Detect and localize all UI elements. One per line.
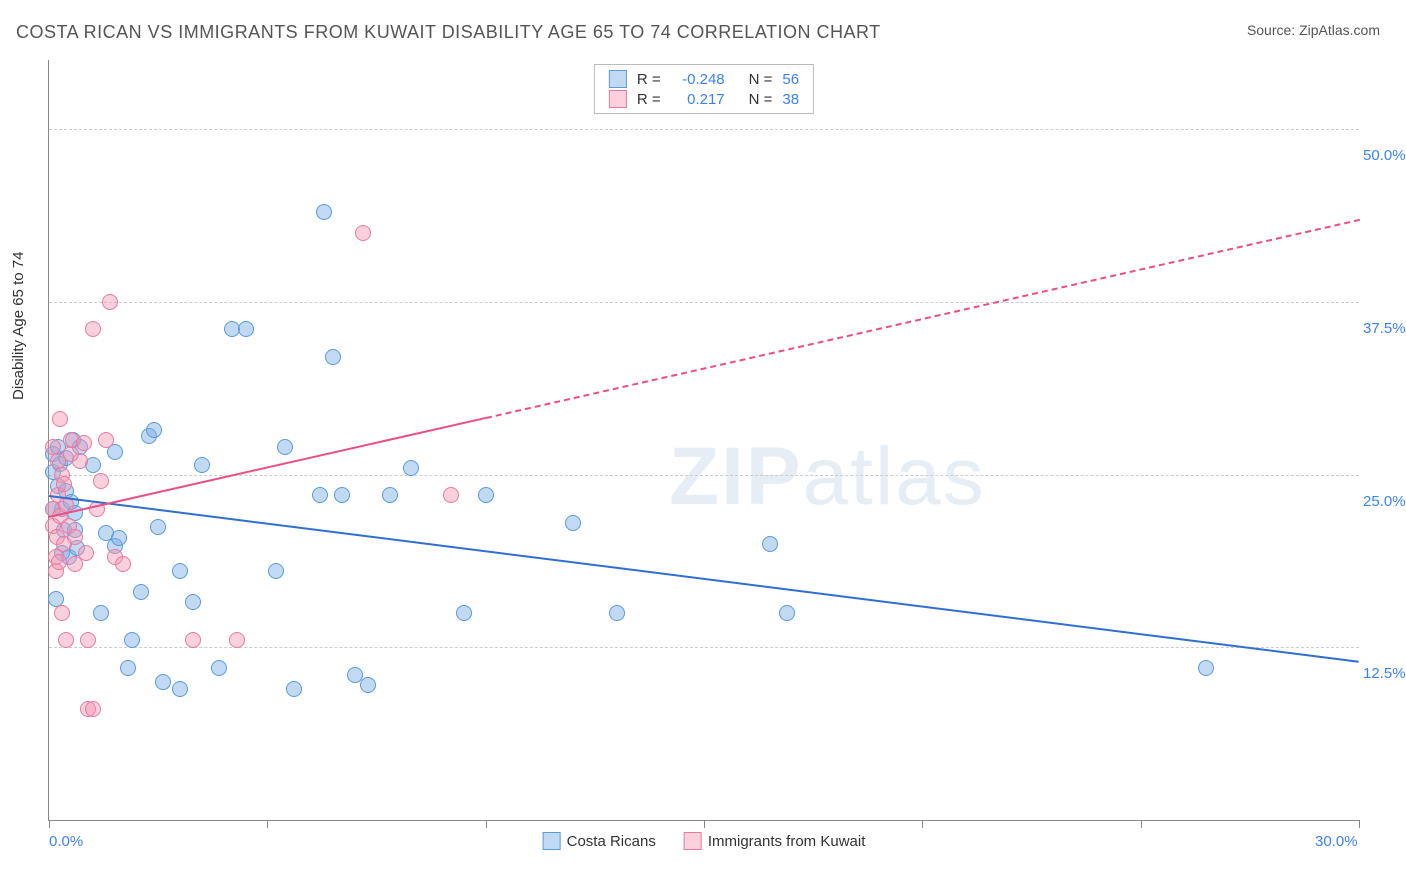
scatter-point (155, 674, 171, 690)
scatter-point (76, 435, 92, 451)
y-tick-label: 50.0% (1363, 147, 1406, 164)
y-tick-label: 37.5% (1363, 320, 1406, 337)
scatter-point (565, 515, 581, 531)
scatter-point (172, 681, 188, 697)
trend-line (485, 219, 1359, 419)
scatter-point (56, 476, 72, 492)
scatter-point (146, 422, 162, 438)
scatter-point (779, 605, 795, 621)
scatter-point (93, 605, 109, 621)
scatter-point (1198, 660, 1214, 676)
x-tick (49, 820, 50, 828)
scatter-point (355, 225, 371, 241)
scatter-point (443, 487, 459, 503)
scatter-point (150, 519, 166, 535)
gridline (49, 129, 1359, 130)
gridline (49, 647, 1359, 648)
x-tick-label: 30.0% (1315, 833, 1358, 850)
scatter-point (80, 632, 96, 648)
scatter-point (72, 453, 88, 469)
x-tick (1359, 820, 1360, 828)
scatter-point (54, 605, 70, 621)
scatter-point (360, 677, 376, 693)
trend-line (49, 495, 1359, 663)
scatter-point (133, 584, 149, 600)
legend-stat-row: R = 0.217N = 38 (609, 89, 799, 109)
scatter-point (93, 473, 109, 489)
scatter-point (277, 439, 293, 455)
y-axis-label: Disability Age 65 to 74 (10, 252, 27, 400)
scatter-point (124, 632, 140, 648)
scatter-point (120, 660, 136, 676)
x-tick (486, 820, 487, 828)
scatter-point (185, 632, 201, 648)
scatter-point (67, 529, 83, 545)
gridline (49, 302, 1359, 303)
legend-item: Costa Ricans (543, 832, 656, 850)
scatter-point (111, 530, 127, 546)
scatter-point (478, 487, 494, 503)
x-tick (704, 820, 705, 828)
scatter-point (102, 294, 118, 310)
chart-plot-area: ZIPatlas R = -0.248N = 56R = 0.217N = 38… (48, 60, 1359, 821)
scatter-point (85, 321, 101, 337)
x-tick (1141, 820, 1142, 828)
scatter-point (172, 563, 188, 579)
scatter-point (762, 536, 778, 552)
scatter-point (268, 563, 284, 579)
x-tick (922, 820, 923, 828)
scatter-point (115, 556, 131, 572)
legend-stat-row: R = -0.248N = 56 (609, 69, 799, 89)
gridline (49, 475, 1359, 476)
scatter-point (58, 632, 74, 648)
scatter-point (403, 460, 419, 476)
scatter-point (194, 457, 210, 473)
scatter-point (609, 605, 625, 621)
source-label: Source: ZipAtlas.com (1247, 22, 1380, 38)
trend-line (49, 417, 486, 518)
watermark: ZIPatlas (669, 430, 986, 524)
y-tick-label: 12.5% (1363, 665, 1406, 682)
chart-title: COSTA RICAN VS IMMIGRANTS FROM KUWAIT DI… (16, 22, 881, 43)
legend-item: Immigrants from Kuwait (684, 832, 866, 850)
scatter-point (316, 204, 332, 220)
y-tick-label: 25.0% (1363, 493, 1406, 510)
scatter-point (238, 321, 254, 337)
x-tick-label: 0.0% (49, 833, 83, 850)
scatter-point (185, 594, 201, 610)
scatter-point (211, 660, 227, 676)
scatter-point (325, 349, 341, 365)
scatter-point (98, 432, 114, 448)
scatter-point (51, 554, 67, 570)
legend-series: Costa Ricans Immigrants from Kuwait (543, 832, 866, 850)
scatter-point (52, 411, 68, 427)
scatter-point (334, 487, 350, 503)
scatter-point (78, 545, 94, 561)
scatter-point (85, 701, 101, 717)
scatter-point (312, 487, 328, 503)
scatter-point (456, 605, 472, 621)
x-tick (267, 820, 268, 828)
scatter-point (286, 681, 302, 697)
legend-stats: R = -0.248N = 56R = 0.217N = 38 (594, 64, 814, 114)
scatter-point (382, 487, 398, 503)
scatter-point (229, 632, 245, 648)
